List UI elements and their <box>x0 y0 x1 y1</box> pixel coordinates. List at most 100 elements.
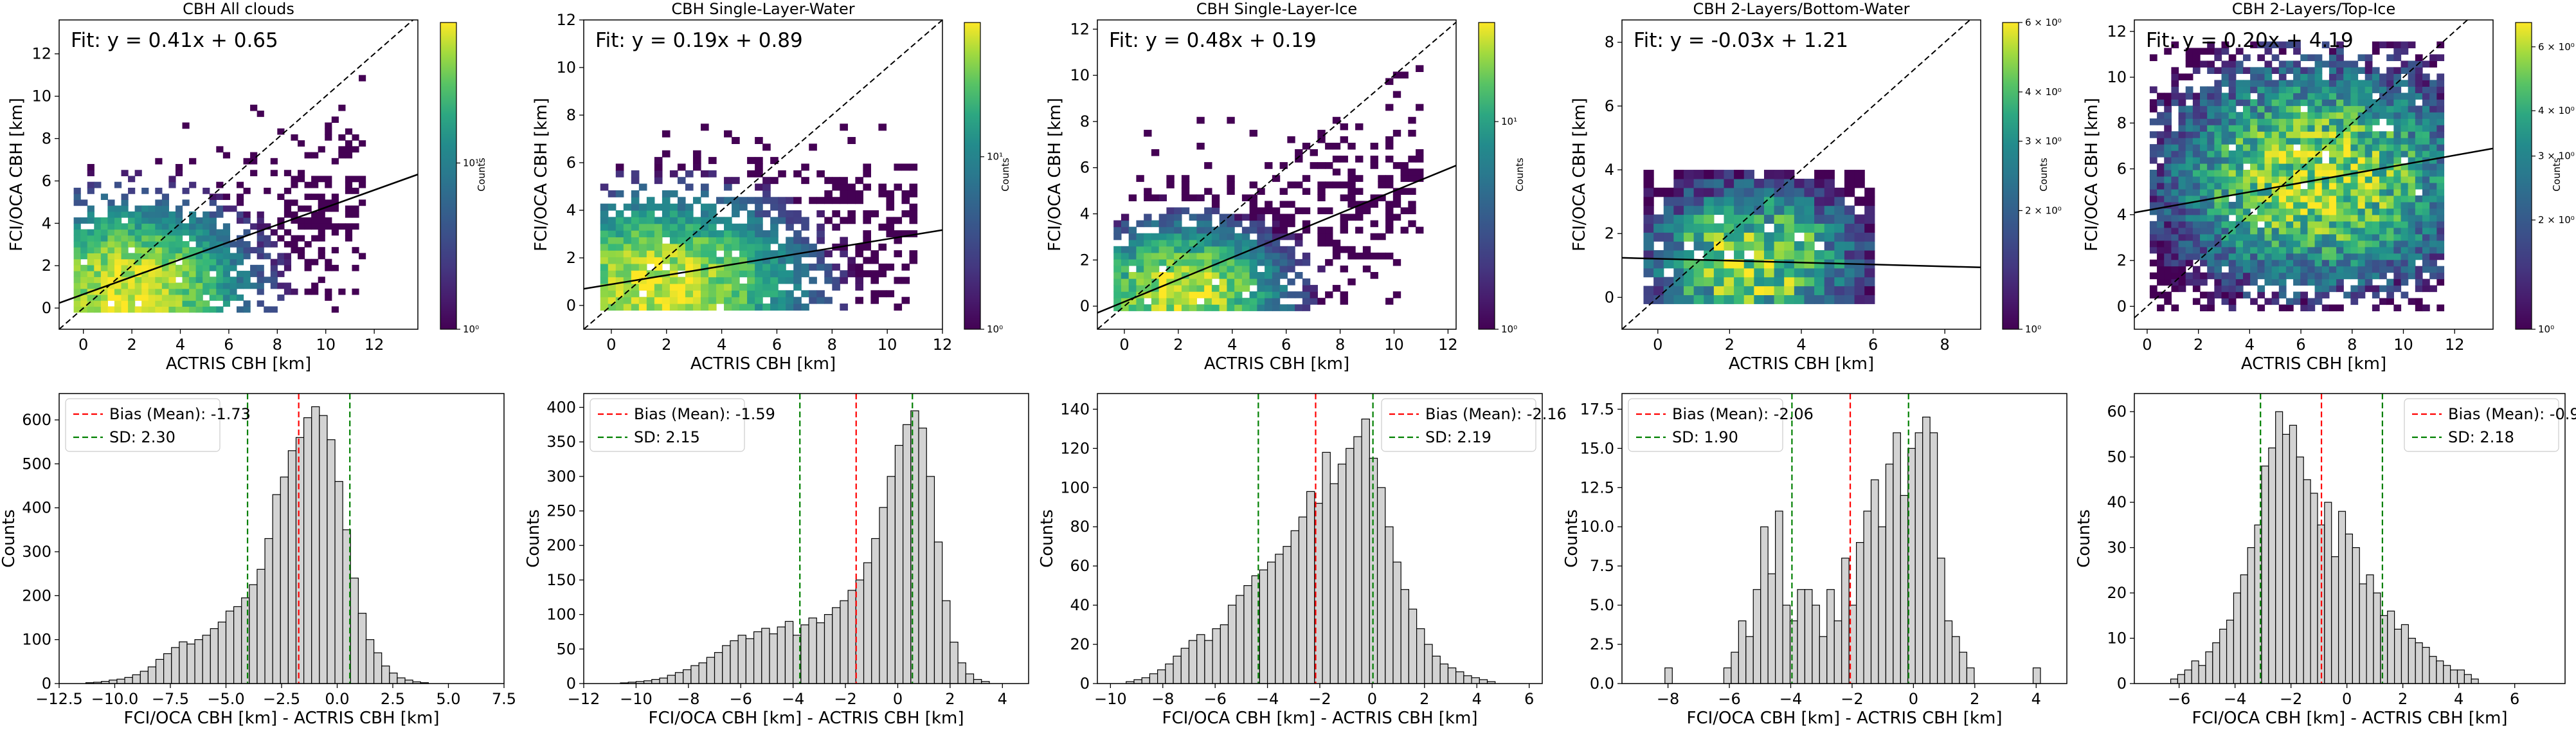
density-cell <box>2364 221 2373 228</box>
density-cell <box>2285 67 2294 74</box>
density-cell <box>1144 188 1152 195</box>
density-cell <box>284 205 292 212</box>
density-cell <box>1763 178 1775 188</box>
density-cell <box>1763 268 1775 278</box>
density-cell <box>692 197 701 204</box>
density-cell <box>2278 201 2287 209</box>
density-cell <box>2207 291 2215 299</box>
density-cell <box>2214 272 2222 280</box>
density-cell <box>2149 246 2157 254</box>
density-cell <box>2393 253 2402 260</box>
density-cell <box>2328 80 2337 87</box>
density-cell <box>1181 271 1190 279</box>
density-cell <box>1113 265 1122 273</box>
density-cell <box>1249 207 1257 215</box>
density-cell <box>2278 93 2287 100</box>
density-cell <box>2393 201 2402 209</box>
density-cell <box>304 240 312 248</box>
density-cell <box>2278 60 2287 68</box>
density-cell <box>840 177 848 185</box>
density-cell <box>847 257 856 264</box>
density-cell <box>700 277 709 284</box>
density-cell <box>2429 214 2437 222</box>
density-cell <box>739 197 748 204</box>
histogram-bar <box>1789 620 1798 684</box>
density-cell <box>1713 277 1725 287</box>
density-cell <box>345 187 353 194</box>
density-cell <box>2228 233 2237 241</box>
density-cell <box>2307 208 2316 215</box>
density-cell <box>1196 304 1205 311</box>
histogram-bar <box>287 450 297 684</box>
density-cell <box>1234 285 1243 292</box>
density-cell <box>2357 157 2366 164</box>
density-cell <box>2200 157 2208 164</box>
density-cell <box>793 170 802 177</box>
density-cell <box>631 237 640 244</box>
density-cell <box>2357 105 2366 113</box>
density-cell <box>175 294 183 301</box>
density-cell <box>2372 253 2380 260</box>
density-cell <box>2393 221 2402 228</box>
y-tick-label: 5.0 <box>1590 596 1614 614</box>
density-cell <box>1249 129 1257 137</box>
density-cell <box>1693 286 1704 296</box>
density-cell <box>2372 170 2380 177</box>
density-cell <box>692 270 701 278</box>
density-cell <box>304 288 312 295</box>
density-cell <box>692 257 701 264</box>
x-tick-label: 4 <box>717 336 726 354</box>
density-cell <box>2171 93 2179 100</box>
density-cell <box>2343 266 2351 273</box>
density-cell <box>2364 170 2373 177</box>
density-cell <box>1693 241 1704 251</box>
density-cell <box>175 217 183 224</box>
density-cell <box>1385 181 1394 188</box>
density-cell <box>209 217 217 224</box>
histogram-bar <box>280 476 289 684</box>
density-cell <box>1121 271 1130 279</box>
density-cell <box>2285 259 2294 267</box>
density-cell <box>809 290 817 298</box>
density-cell <box>2278 233 2287 241</box>
density-cell <box>2157 304 2165 312</box>
density-cell <box>2278 131 2287 138</box>
density-cell <box>2257 233 2265 241</box>
density-cell <box>2278 41 2287 49</box>
density-cell <box>747 197 755 204</box>
density-cell <box>2257 41 2265 49</box>
density-cell <box>2328 188 2337 196</box>
density-cell <box>73 259 81 266</box>
density-cell <box>2178 233 2186 241</box>
density-cell <box>1743 178 1754 188</box>
x-tick-label: −6 <box>730 690 752 708</box>
density-cell <box>2328 86 2337 93</box>
density-cell <box>2321 176 2330 183</box>
density-cell <box>257 217 264 224</box>
density-cell <box>1416 168 1424 176</box>
density-cell <box>87 300 95 307</box>
density-cell <box>2436 150 2445 158</box>
density-cell <box>2300 214 2309 222</box>
density-cell <box>161 277 170 284</box>
density-cell <box>1249 298 1257 305</box>
density-cell <box>638 210 647 217</box>
x-tick-label: −2 <box>834 690 856 708</box>
density-cell <box>2314 86 2323 93</box>
density-cell <box>1643 170 1654 179</box>
x-tick-label: −4 <box>2224 690 2246 708</box>
x-tick-label: 2 <box>2398 690 2408 708</box>
density-cell <box>1804 259 1815 269</box>
density-cell <box>600 183 609 191</box>
density-cell <box>209 247 217 253</box>
density-cell <box>100 264 109 271</box>
density-cell <box>608 277 617 284</box>
density-cell <box>331 229 339 236</box>
density-cell <box>2214 99 2222 106</box>
density-cell <box>1340 213 1348 221</box>
density-cell <box>2307 54 2316 62</box>
density-cell <box>277 294 285 301</box>
density-cell <box>2221 118 2229 125</box>
density-cell <box>2250 298 2258 305</box>
density-cell <box>1211 252 1220 260</box>
